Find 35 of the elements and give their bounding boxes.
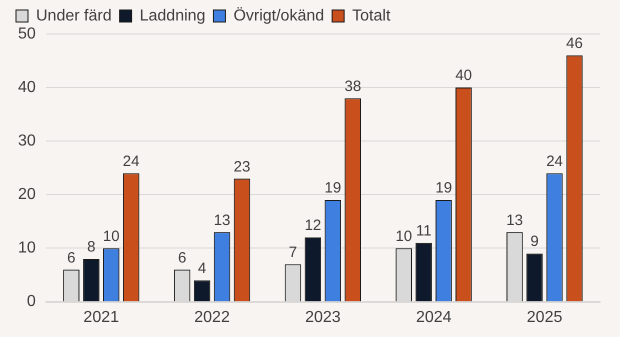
data-label: 9	[530, 233, 539, 250]
data-label: 19	[324, 180, 342, 197]
x-tick-label: 2022	[194, 308, 230, 326]
x-tick-label: 2024	[416, 308, 452, 326]
data-label: 46	[566, 35, 583, 52]
data-label: 7	[288, 244, 298, 261]
data-label: 19	[435, 180, 452, 197]
data-label: 10	[395, 228, 412, 245]
data-label: 13	[214, 212, 230, 229]
legend-label: Laddning	[140, 7, 206, 24]
data-label: 40	[455, 67, 472, 84]
data-label: 6	[178, 249, 186, 266]
data-label: 12	[304, 217, 322, 234]
data-label: 11	[416, 222, 432, 240]
data-label: 38	[344, 78, 362, 95]
data-label: 24	[122, 152, 140, 170]
x-tick-label: 2025	[526, 308, 562, 326]
data-label: 23	[234, 158, 250, 176]
y-tick-label: 20	[18, 186, 36, 204]
data-label: 24	[546, 152, 563, 170]
y-tick-label: 0	[26, 293, 36, 310]
x-tick-label: 2023	[305, 308, 341, 326]
data-label: 4	[198, 260, 206, 278]
y-tick-label: 50	[18, 25, 36, 42]
legend-label: Totalt	[352, 7, 391, 24]
x-tick-label: 2021	[83, 308, 120, 326]
y-tick-label: 30	[18, 132, 36, 150]
data-label: 10	[102, 228, 120, 245]
y-tick-label: 40	[18, 78, 36, 96]
data-label: 6	[67, 249, 76, 266]
data-label: 13	[506, 212, 523, 229]
y-tick-label: 10	[18, 240, 36, 257]
legend-label: Under färd	[36, 7, 112, 24]
data-label: 8	[87, 238, 96, 256]
legend-label: Övrigt/okänd	[233, 6, 324, 24]
